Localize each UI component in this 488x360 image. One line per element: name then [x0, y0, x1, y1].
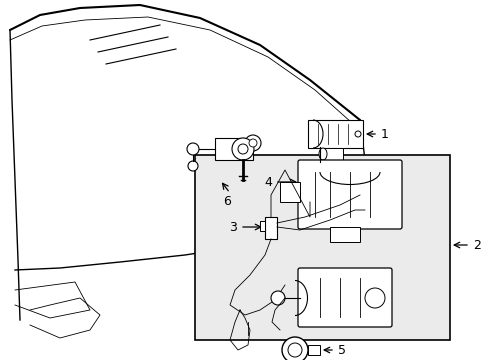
Circle shape	[354, 131, 360, 137]
Circle shape	[244, 135, 261, 151]
Circle shape	[187, 161, 198, 171]
Text: 3: 3	[229, 220, 237, 234]
Bar	[323, 148, 342, 160]
FancyBboxPatch shape	[297, 160, 401, 229]
Bar	[307, 120, 362, 148]
Bar	[215, 138, 252, 160]
Circle shape	[364, 288, 384, 308]
Circle shape	[248, 139, 257, 147]
Bar	[260, 221, 264, 231]
Text: 1: 1	[380, 127, 388, 140]
Ellipse shape	[318, 148, 326, 160]
Text: 6: 6	[223, 194, 230, 207]
Circle shape	[282, 337, 307, 360]
Text: 4: 4	[264, 176, 271, 189]
Bar	[195, 155, 449, 340]
Bar	[329, 227, 359, 242]
Circle shape	[186, 143, 199, 155]
Text: 2: 2	[472, 239, 480, 252]
Text: 5: 5	[337, 343, 346, 356]
Circle shape	[231, 138, 253, 160]
Circle shape	[238, 144, 247, 154]
Bar	[280, 182, 299, 202]
Bar	[307, 345, 319, 355]
Bar	[264, 217, 276, 239]
FancyBboxPatch shape	[297, 268, 391, 327]
Circle shape	[270, 291, 285, 305]
Circle shape	[287, 343, 302, 357]
